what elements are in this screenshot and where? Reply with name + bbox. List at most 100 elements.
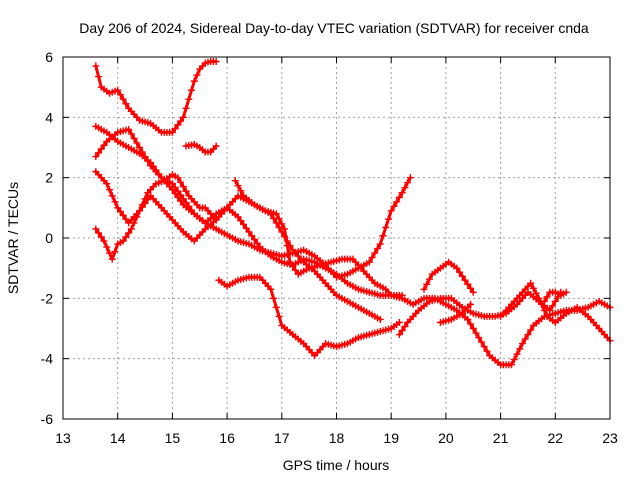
data-point	[275, 223, 283, 231]
data-point	[291, 266, 299, 274]
data-point	[540, 297, 548, 305]
x-tick-label: 20	[438, 430, 454, 446]
data-point	[100, 141, 108, 149]
data-point	[472, 329, 480, 337]
series-13	[540, 288, 570, 305]
y-tick-label: -2	[41, 290, 54, 306]
data-point	[508, 361, 516, 369]
series-10	[436, 300, 475, 326]
data-point	[155, 170, 163, 178]
data-point	[116, 208, 124, 216]
data-point	[130, 134, 138, 142]
data-point	[379, 232, 387, 240]
series-7	[231, 177, 406, 299]
data-point	[532, 289, 540, 297]
data-point	[467, 320, 475, 328]
data-point	[127, 130, 135, 138]
data-point	[174, 174, 182, 182]
x-tick-label: 15	[165, 430, 181, 446]
data-point	[177, 117, 185, 125]
data-point	[398, 291, 406, 299]
series-5	[92, 171, 220, 263]
data-point	[524, 331, 532, 339]
data-point	[127, 225, 135, 233]
data-point	[275, 215, 283, 223]
data-point	[141, 195, 149, 203]
data-point	[475, 334, 483, 342]
data-point	[95, 73, 103, 81]
data-point	[272, 303, 280, 311]
data-point	[272, 219, 280, 227]
y-axis-label: SDTVAR / TECUs	[5, 182, 21, 294]
series-6	[182, 140, 220, 156]
data-point	[425, 275, 433, 283]
data-point	[171, 125, 179, 133]
data-point	[464, 315, 472, 323]
data-point	[174, 121, 182, 129]
data-point	[188, 86, 196, 94]
data-point	[177, 178, 185, 186]
series-11	[420, 258, 477, 296]
data-point	[289, 262, 297, 270]
data-point	[234, 182, 242, 190]
data-point	[398, 327, 406, 335]
data-point	[95, 229, 103, 237]
data-point	[521, 335, 529, 343]
data-point	[237, 187, 245, 195]
x-tick-label: 17	[274, 430, 290, 446]
x-tick-label: 14	[110, 430, 126, 446]
data-point	[212, 142, 220, 150]
data-point	[376, 315, 384, 323]
data-point	[193, 71, 201, 79]
data-point	[469, 325, 477, 332]
data-point	[111, 198, 119, 206]
data-point	[250, 236, 258, 244]
data-point	[105, 249, 113, 257]
y-tick-label: 6	[45, 49, 53, 65]
data-point	[384, 215, 392, 223]
data-point	[92, 225, 100, 233]
data-point	[100, 237, 108, 245]
data-point	[406, 174, 414, 182]
data-point	[234, 213, 242, 221]
x-tick-label: 13	[55, 430, 71, 446]
data-point	[122, 233, 130, 241]
data-point	[125, 125, 133, 133]
chart-title: Day 206 of 2024, Sidereal Day-to-day VTE…	[79, 20, 589, 36]
data-point	[458, 272, 466, 280]
data-point	[420, 285, 428, 293]
data-point	[467, 300, 475, 308]
data-point	[387, 207, 395, 215]
data-point	[133, 213, 141, 221]
data-point	[149, 162, 157, 170]
data-point	[97, 145, 105, 153]
data-point	[136, 144, 144, 151]
data-point	[423, 280, 431, 288]
data-point	[105, 186, 113, 194]
data-point	[92, 153, 100, 161]
data-point	[483, 347, 491, 355]
series-2	[92, 125, 614, 369]
data-point	[174, 193, 182, 201]
series-12	[497, 279, 614, 345]
data-point	[114, 204, 122, 212]
data-point	[231, 177, 239, 185]
data-point	[108, 255, 116, 263]
y-tick-label: 4	[45, 109, 53, 125]
data-point	[182, 187, 190, 195]
series-8	[215, 273, 403, 360]
data-point	[456, 268, 464, 276]
data-point	[286, 258, 294, 266]
data-point	[122, 100, 130, 108]
data-point	[125, 229, 133, 237]
x-tick-label: 19	[383, 430, 399, 446]
data-point	[190, 77, 198, 85]
data-point	[401, 322, 409, 330]
data-point	[469, 288, 477, 296]
data-point	[119, 211, 127, 219]
data-point	[168, 186, 176, 194]
x-tick-label: 16	[219, 430, 235, 446]
x-tick-label: 18	[329, 430, 345, 446]
y-tick-label: -4	[41, 351, 54, 367]
